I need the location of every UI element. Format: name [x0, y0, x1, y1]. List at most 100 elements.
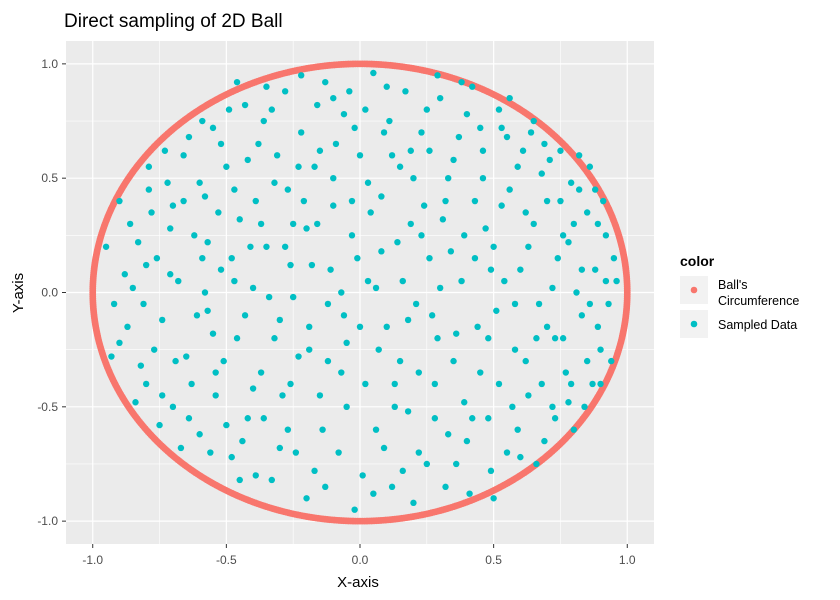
sampled-point	[514, 426, 521, 433]
sampled-point	[169, 202, 177, 209]
sampled-point	[396, 357, 404, 365]
sampled-point	[493, 307, 500, 314]
sampled-point	[276, 444, 284, 452]
sampled-point	[378, 193, 385, 200]
sampled-point	[549, 284, 556, 292]
sampled-point	[575, 186, 583, 193]
sampled-point	[271, 335, 278, 342]
sampled-point	[354, 255, 361, 262]
sampled-point	[498, 202, 505, 209]
sampled-point	[495, 380, 503, 388]
x-tick-label: -0.5	[216, 553, 237, 567]
chart-title: Direct sampling of 2D Ball	[64, 11, 283, 32]
sampled-point	[265, 293, 273, 301]
sampled-point	[509, 403, 516, 411]
sampled-point	[573, 289, 580, 296]
sampled-point	[490, 243, 497, 250]
sampled-point	[145, 163, 153, 170]
sampled-point	[209, 124, 217, 132]
sampled-point	[217, 140, 225, 148]
sampled-point	[565, 399, 572, 406]
sampled-point	[511, 300, 519, 308]
sampled-point	[289, 293, 297, 301]
sampled-point	[338, 289, 345, 296]
sampled-point	[188, 380, 195, 388]
sampled-point	[549, 403, 556, 411]
sampled-point	[407, 147, 414, 154]
sampled-point	[193, 312, 201, 319]
sampled-point	[362, 106, 369, 113]
sampled-point	[236, 476, 243, 484]
sampled-point	[543, 323, 551, 330]
sampled-point	[442, 483, 449, 491]
sampled-point	[535, 300, 543, 308]
sampled-point	[567, 179, 575, 186]
sampled-point	[410, 174, 417, 182]
sampled-point	[348, 232, 356, 239]
sampled-point	[108, 353, 115, 360]
sampled-point	[319, 426, 326, 433]
sampled-point	[423, 106, 431, 113]
sampled-point	[364, 277, 372, 285]
y-axis-title: Y-axis	[10, 273, 27, 313]
sampled-point	[463, 110, 471, 118]
sampled-point	[306, 323, 313, 330]
sampled-point	[567, 380, 575, 388]
sampled-point	[517, 266, 524, 273]
sampled-point	[436, 94, 444, 102]
sampled-point	[126, 220, 134, 228]
sampled-point	[436, 284, 444, 292]
sampled-point	[116, 339, 123, 346]
sampled-point	[311, 467, 318, 475]
sampled-point	[233, 78, 241, 86]
legend: color Ball's Circumference Sampled Data	[680, 253, 799, 338]
sampled-point	[466, 490, 473, 497]
sampled-point	[252, 197, 259, 205]
sampled-point	[469, 83, 476, 90]
sampled-point	[479, 174, 487, 182]
y-tick-label: 0.0	[41, 286, 58, 300]
sampled-point	[412, 300, 420, 308]
sampled-point	[570, 220, 578, 228]
sampled-point	[485, 415, 492, 422]
sampled-point	[410, 499, 417, 507]
sampled-point	[439, 216, 447, 223]
x-tick-label: 1.0	[619, 553, 636, 567]
sampled-point	[479, 147, 487, 154]
sampled-point	[204, 307, 211, 314]
sampled-point	[490, 495, 497, 502]
sampled-point	[303, 495, 310, 502]
sampled-point	[249, 385, 257, 392]
sampled-point	[191, 232, 198, 239]
sampled-point	[445, 174, 452, 182]
sampled-point	[137, 362, 145, 369]
sampled-point	[244, 415, 251, 422]
circumference-series	[89, 60, 631, 525]
sampled-point	[434, 72, 441, 79]
sampled-point	[199, 117, 206, 125]
sampled-point	[311, 163, 318, 170]
sampled-point	[551, 335, 559, 342]
sampled-point	[212, 369, 219, 376]
y-axis-ticks: -1.0 -0.5 0.0 0.5 1.0	[37, 57, 66, 528]
sampled-point	[506, 186, 513, 193]
sampled-point	[209, 330, 217, 337]
sampled-point	[594, 323, 602, 330]
sampled-point	[396, 163, 404, 170]
sampled-point	[231, 186, 238, 193]
sampled-point	[559, 232, 567, 239]
sampled-point	[132, 399, 139, 406]
sampled-point	[608, 357, 615, 365]
sampled-point	[196, 179, 203, 186]
sampled-point	[287, 380, 294, 388]
sampled-point	[477, 124, 484, 132]
sampled-point	[255, 140, 262, 148]
sampled-point	[487, 266, 495, 273]
sampled-point	[453, 460, 460, 468]
sampled-point	[498, 124, 505, 132]
sampled-point	[495, 106, 503, 113]
sampled-point	[600, 197, 607, 205]
sampled-point	[276, 316, 284, 324]
sampled-point	[447, 248, 455, 255]
sampled-point	[260, 415, 267, 422]
